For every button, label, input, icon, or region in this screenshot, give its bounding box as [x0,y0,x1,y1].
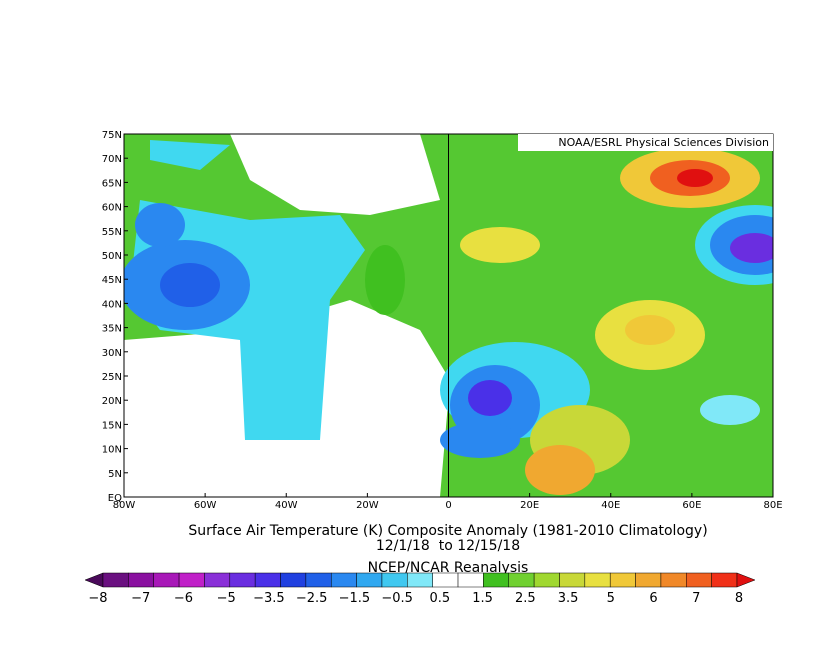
colorbar-box [153,572,180,588]
lat-label: 65N [102,178,122,189]
lon-label: 60E [682,500,701,511]
colorbar-label: −2.5 [296,591,328,606]
attribution: NOAA/ESRL Physical Sciences Division [558,136,769,149]
lat-label: 75N [102,130,122,141]
colorbar-label: −3.5 [253,591,285,606]
colorbar-box [407,572,433,588]
anomaly-field [124,134,773,497]
colorbar-box [508,572,535,588]
lat-label: 10N [102,445,122,456]
colorbar-label: −8 [88,591,107,606]
colorbar-box [280,572,307,588]
colorbar-label: 6 [649,591,657,606]
colorbar-box [635,572,662,588]
colorbar-label: 0.5 [430,591,451,606]
colorbar-box [533,572,560,588]
colorbar-label: 3.5 [558,591,579,606]
lat-label: 50N [102,251,122,262]
colorbar-box [102,572,129,588]
colorbar-box [305,572,332,588]
lat-label: 15N [102,420,122,431]
colorbar-box [711,572,738,588]
colorbar-box [204,572,231,588]
lat-label: 20N [102,396,122,407]
colorbar-arrow [736,572,756,588]
colorbar-label: −6 [174,591,193,606]
colorbar-box [432,572,459,588]
lon-label: 40E [601,500,620,511]
lon-label: 60W [194,500,217,511]
attribution-box [518,134,773,151]
colorbar-box [356,572,383,588]
lat-label: 70N [102,154,122,165]
colorbar-box [660,572,687,588]
source: NCEP/NCAR Reanalysis [368,560,529,576]
colorbar-box [457,572,484,588]
lon-label: 40W [275,500,298,511]
colorbar-box [559,572,586,588]
colorbar-box [330,572,357,588]
lon-label: 20E [520,500,539,511]
lat-label: 25N [102,372,122,383]
colorbar-label: 8 [735,591,743,606]
colorbar-label: 5 [607,591,615,606]
lat-label: EQ [108,493,122,504]
colorbar-box [128,572,154,588]
colorbar-label: −7 [131,591,150,606]
colorbar-box [229,572,256,588]
lon-label: 0 [445,500,451,511]
colorbar-box [483,572,510,588]
colorbar-box [584,572,611,588]
lon-label: 80E [763,500,782,511]
lat-label: 45N [102,275,122,286]
colorbar-box [686,572,712,588]
lat-label: 55N [102,227,122,238]
lat-label: 40N [102,299,122,310]
colorbar-box [254,572,281,588]
lon-label: 80W [113,500,136,511]
colorbar-arrow [84,572,104,588]
colorbar-label: −1.5 [339,591,371,606]
colorbar-label: 1.5 [472,591,493,606]
colorbar-box [381,572,408,588]
colorbar-label: 2.5 [515,591,536,606]
lat-label: 30N [102,348,122,359]
lat-label: 60N [102,203,122,214]
lon-label: 20W [356,500,379,511]
lat-label: 35N [102,324,122,335]
colorbar-box [178,572,205,588]
colorbar-box [609,572,636,588]
colorbar-label: −0.5 [381,591,413,606]
dates: 12/1/18 to 12/15/18 [376,538,520,554]
colorbar-label: −5 [217,591,236,606]
colorbar-label: 7 [692,591,700,606]
title: Surface Air Temperature (K) Composite An… [188,523,707,539]
lat-label: 5N [108,469,122,480]
